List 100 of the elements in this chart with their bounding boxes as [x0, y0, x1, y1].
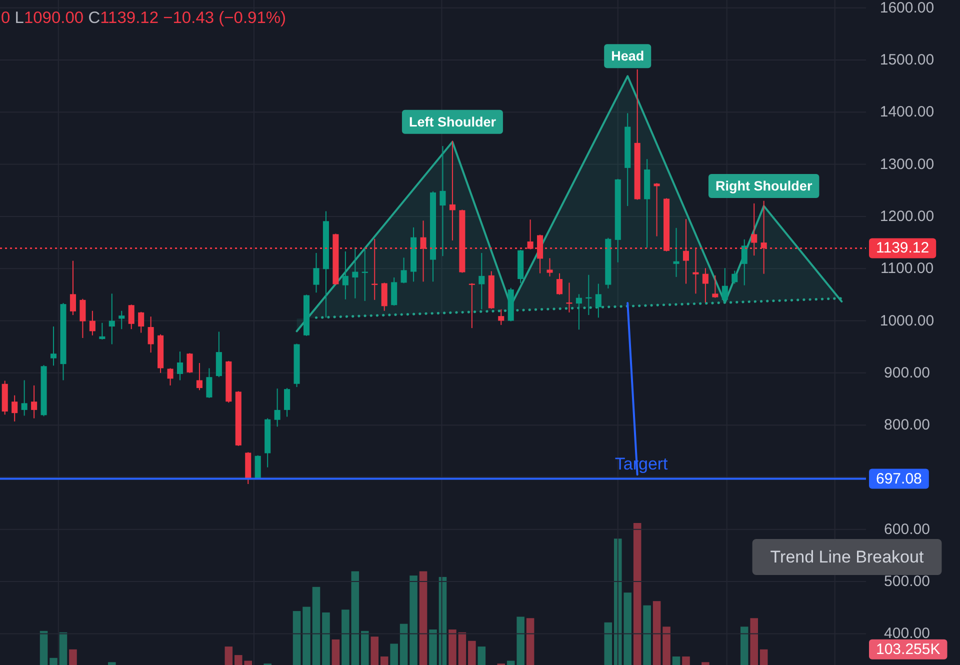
bar — [458, 632, 466, 665]
bar — [468, 640, 476, 665]
annotation: Head — [611, 48, 644, 64]
bar — [108, 662, 116, 665]
bar — [643, 605, 651, 665]
candlestick — [576, 294, 582, 330]
bar — [662, 626, 670, 665]
candlestick — [118, 310, 125, 330]
bar — [50, 658, 58, 665]
bar — [652, 601, 661, 665]
y-tick-label: 1400.00 — [880, 104, 934, 121]
bar — [390, 644, 398, 665]
bar — [292, 611, 301, 665]
text: 103.255K — [876, 640, 940, 658]
bar — [448, 630, 456, 665]
candlestick — [673, 227, 680, 278]
y-tick-label: 600.00 — [884, 520, 930, 538]
bar — [410, 576, 418, 665]
candlestick — [449, 140, 456, 241]
candlestick — [400, 257, 407, 284]
bar — [604, 622, 612, 665]
bar — [312, 586, 320, 665]
candlestick — [167, 368, 174, 386]
candlestick — [595, 283, 602, 318]
bar — [322, 612, 330, 665]
candlestick — [216, 331, 222, 378]
bar — [740, 626, 748, 665]
bar — [516, 616, 524, 665]
y-tick-label: 1300.00 — [880, 156, 934, 173]
candlestick — [206, 368, 212, 398]
y-tick-label: 1200.00 — [880, 208, 934, 225]
candlestick — [352, 246, 358, 299]
candlestick — [70, 260, 76, 316]
bar — [429, 630, 437, 665]
candlestick — [498, 308, 504, 326]
ref-line-label: 1139.12 — [876, 240, 930, 257]
candlestick — [254, 454, 261, 480]
candlestick — [80, 298, 86, 338]
candlestick — [50, 326, 57, 366]
bar — [360, 630, 369, 665]
candlestick — [128, 304, 134, 330]
candlestick — [546, 258, 553, 277]
candlestick — [108, 293, 115, 345]
annotation: Trend Line Breakout — [770, 548, 924, 566]
bar — [672, 656, 680, 665]
bar — [224, 646, 233, 665]
bar — [760, 649, 768, 665]
bar — [419, 571, 428, 665]
annotation: 0 L1090.00 C1139.12 −10.43 (−0.91%) — [1, 9, 286, 27]
candlestick — [89, 310, 96, 336]
candlestick — [31, 384, 38, 419]
y-tick-label: 400.00 — [884, 625, 930, 642]
candlestick — [381, 282, 388, 312]
y-tick-label: 1000.00 — [880, 312, 934, 330]
candlestick — [478, 252, 485, 310]
candlestick — [732, 270, 738, 284]
bar — [342, 610, 350, 665]
candlestick — [21, 380, 28, 416]
candlestick — [274, 388, 280, 428]
ref-line-label: 697.08 — [876, 470, 922, 488]
bar — [478, 646, 486, 665]
candlestick — [741, 238, 748, 286]
y-tick-label: 500.00 — [884, 573, 930, 590]
candlestick — [556, 272, 563, 296]
y-tick-label: 1500.00 — [880, 51, 934, 68]
candlestick — [186, 352, 193, 374]
candlestick — [284, 388, 290, 418]
y-tick-label: 800.00 — [884, 416, 930, 434]
candlestick — [362, 246, 368, 302]
candlestick — [313, 252, 320, 294]
candlestick — [176, 351, 184, 381]
bar — [302, 606, 310, 665]
bar — [59, 632, 68, 665]
candlestick — [654, 182, 660, 237]
bar — [750, 618, 758, 665]
bar — [702, 662, 710, 665]
bar — [351, 571, 360, 665]
candlestick — [342, 250, 348, 300]
candlestick — [12, 394, 18, 422]
candlestick — [138, 311, 144, 334]
y-tick-label: 1600.00 — [880, 0, 934, 16]
candlestick — [196, 362, 202, 391]
candlestick — [391, 276, 398, 306]
bar — [506, 660, 515, 665]
y-tick-label: 900.00 — [884, 364, 930, 382]
bar — [682, 656, 690, 665]
bar — [380, 656, 388, 665]
annotation: Right Shoulder — [715, 178, 813, 194]
bar — [40, 630, 48, 665]
bar — [526, 618, 534, 665]
candlestick — [440, 146, 446, 257]
annotation: Left Shoulder — [408, 114, 497, 130]
bar — [633, 523, 642, 665]
candlestick — [468, 282, 475, 329]
bar — [400, 624, 408, 665]
candlestick — [712, 274, 718, 298]
bar — [69, 649, 77, 665]
bar — [332, 639, 340, 665]
candlestick — [702, 268, 708, 304]
y-tick-label: 1100.00 — [880, 260, 934, 278]
